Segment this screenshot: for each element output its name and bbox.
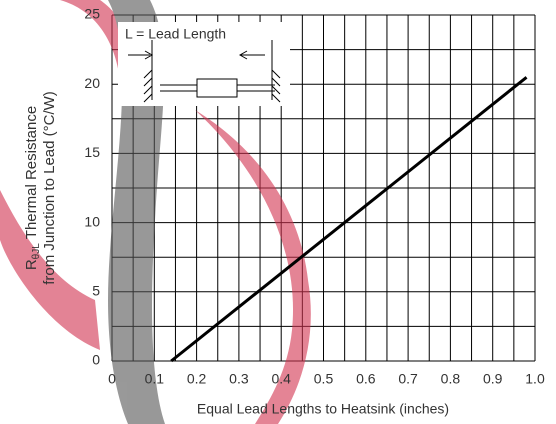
y-subscript: θJL: [31, 243, 42, 260]
x-tick-label: 0.5: [314, 371, 334, 387]
x-tick-label: 0.2: [187, 371, 207, 387]
y-tick-label: 25: [84, 6, 100, 22]
x-tick-label: 0.3: [229, 371, 249, 387]
inset-arrows: [128, 50, 265, 60]
x-tick-label: 0.1: [145, 371, 165, 387]
x-tick-label: 0.6: [356, 371, 376, 387]
watermark-left: [0, 190, 100, 350]
data-line: [170, 76, 528, 363]
y-axis-title-line2: from Junction to Lead (°C/W): [41, 91, 58, 285]
y-tick-label: 5: [92, 283, 100, 299]
y-tick-label: 10: [84, 213, 100, 229]
y-tick-label: 15: [84, 144, 100, 160]
x-tick-label: 0.4: [271, 371, 291, 387]
y-symbol: R: [23, 259, 40, 270]
inset-label: L = Lead Length: [125, 26, 226, 42]
x-tick-label: 0.8: [441, 371, 461, 387]
y-axis-title: RθJL Thermal Resistance from Junction to …: [23, 91, 58, 285]
inset: L = Lead Length: [118, 22, 290, 106]
resistor: [196, 78, 238, 98]
x-tick-label: 0: [108, 371, 116, 387]
plot-area: [111, 14, 536, 362]
y-axis-title-line1: RθJL Thermal Resistance: [23, 106, 42, 270]
x-tick-label: 1.0: [525, 371, 545, 387]
y-tick-label: 0: [92, 352, 100, 368]
x-tick-label: 0.7: [398, 371, 418, 387]
watermark-stroke: [195, 110, 311, 424]
y-text: Thermal Resistance: [23, 106, 40, 239]
y-tick-label: 20: [84, 75, 100, 91]
x-tick-label: 0.9: [483, 371, 503, 387]
x-axis-title: Equal Lead Lengths to Heatsink (inches): [197, 401, 449, 417]
heatsink-hatch: [143, 69, 281, 103]
